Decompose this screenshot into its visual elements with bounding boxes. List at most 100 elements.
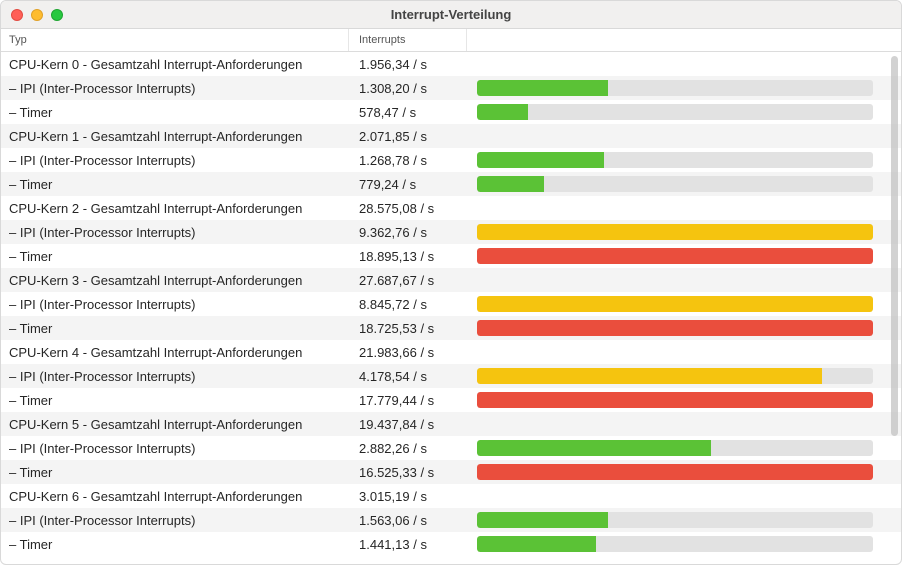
bar-fill: [477, 152, 604, 168]
cell-bar: [467, 320, 901, 336]
table-row[interactable]: CPU-Kern 2 - Gesamtzahl Interrupt-Anford…: [1, 196, 901, 220]
cell-bar: [467, 536, 901, 552]
table-body[interactable]: CPU-Kern 0 - Gesamtzahl Interrupt-Anford…: [1, 52, 901, 564]
table-row[interactable]: – Timer18.895,13 / s: [1, 244, 901, 268]
cell-typ: – Timer: [1, 105, 349, 120]
cell-typ: CPU-Kern 5 - Gesamtzahl Interrupt-Anford…: [1, 417, 349, 432]
table-row[interactable]: – IPI (Inter-Processor Interrupts)8.845,…: [1, 292, 901, 316]
bar-track: [477, 176, 873, 192]
bar-track: [477, 464, 873, 480]
column-header-typ[interactable]: Typ: [1, 29, 349, 51]
cell-typ: CPU-Kern 3 - Gesamtzahl Interrupt-Anford…: [1, 273, 349, 288]
close-icon[interactable]: [11, 9, 23, 21]
cell-interrupts: 2.071,85 / s: [349, 129, 467, 144]
cell-typ: CPU-Kern 4 - Gesamtzahl Interrupt-Anford…: [1, 345, 349, 360]
cell-interrupts: 1.956,34 / s: [349, 57, 467, 72]
table-row[interactable]: CPU-Kern 4 - Gesamtzahl Interrupt-Anford…: [1, 340, 901, 364]
cell-typ: – Timer: [1, 465, 349, 480]
scrollbar-thumb[interactable]: [891, 56, 898, 436]
bar-track: [477, 368, 873, 384]
cell-interrupts: 4.178,54 / s: [349, 369, 467, 384]
cell-interrupts: 18.895,13 / s: [349, 249, 467, 264]
cell-interrupts: 28.575,08 / s: [349, 201, 467, 216]
cell-typ: – Timer: [1, 321, 349, 336]
cell-interrupts: 578,47 / s: [349, 105, 467, 120]
cell-bar: [467, 176, 901, 192]
cell-interrupts: 21.983,66 / s: [349, 345, 467, 360]
table-row[interactable]: – Timer18.725,53 / s: [1, 316, 901, 340]
cell-bar: [467, 392, 901, 408]
table-row[interactable]: CPU-Kern 6 - Gesamtzahl Interrupt-Anford…: [1, 484, 901, 508]
table-row[interactable]: CPU-Kern 5 - Gesamtzahl Interrupt-Anford…: [1, 412, 901, 436]
cell-bar: [467, 248, 901, 264]
cell-interrupts: 17.779,44 / s: [349, 393, 467, 408]
cell-interrupts: 19.437,84 / s: [349, 417, 467, 432]
table-row[interactable]: – Timer578,47 / s: [1, 100, 901, 124]
bar-fill: [477, 320, 873, 336]
bar-track: [477, 392, 873, 408]
bar-track: [477, 248, 873, 264]
column-header-typ-label: Typ: [9, 34, 27, 46]
cell-typ: – Timer: [1, 177, 349, 192]
cell-typ: – IPI (Inter-Processor Interrupts): [1, 81, 349, 96]
cell-interrupts: 1.268,78 / s: [349, 153, 467, 168]
cell-typ: – IPI (Inter-Processor Interrupts): [1, 441, 349, 456]
cell-interrupts: 16.525,33 / s: [349, 465, 467, 480]
column-header-bar[interactable]: [467, 29, 901, 51]
window-controls: [1, 9, 63, 21]
bar-track: [477, 440, 873, 456]
bar-track: [477, 320, 873, 336]
cell-interrupts: 8.845,72 / s: [349, 297, 467, 312]
cell-interrupts: 1.308,20 / s: [349, 81, 467, 96]
cell-bar: [467, 224, 901, 240]
cell-typ: CPU-Kern 2 - Gesamtzahl Interrupt-Anford…: [1, 201, 349, 216]
cell-bar: [467, 152, 901, 168]
column-header-interrupts-label: Interrupts: [359, 34, 405, 46]
bar-track: [477, 104, 873, 120]
cell-bar: [467, 368, 901, 384]
bar-fill: [477, 224, 873, 240]
cell-typ: – IPI (Inter-Processor Interrupts): [1, 369, 349, 384]
table-row[interactable]: – IPI (Inter-Processor Interrupts)9.362,…: [1, 220, 901, 244]
cell-typ: – Timer: [1, 393, 349, 408]
bar-fill: [477, 512, 608, 528]
table-row[interactable]: – IPI (Inter-Processor Interrupts)1.308,…: [1, 76, 901, 100]
column-header-interrupts[interactable]: Interrupts: [349, 29, 467, 51]
table-row[interactable]: – Timer779,24 / s: [1, 172, 901, 196]
minimize-icon[interactable]: [31, 9, 43, 21]
bar-fill: [477, 536, 596, 552]
bar-track: [477, 512, 873, 528]
cell-bar: [467, 440, 901, 456]
cell-bar: [467, 296, 901, 312]
table-row[interactable]: – IPI (Inter-Processor Interrupts)4.178,…: [1, 364, 901, 388]
table-row[interactable]: CPU-Kern 1 - Gesamtzahl Interrupt-Anford…: [1, 124, 901, 148]
cell-interrupts: 9.362,76 / s: [349, 225, 467, 240]
bar-track: [477, 152, 873, 168]
table-row[interactable]: – Timer17.779,44 / s: [1, 388, 901, 412]
table-header: Typ Interrupts: [1, 29, 901, 52]
table-row[interactable]: – IPI (Inter-Processor Interrupts)2.882,…: [1, 436, 901, 460]
zoom-icon[interactable]: [51, 9, 63, 21]
table-row[interactable]: – Timer1.441,13 / s: [1, 532, 901, 556]
cell-typ: CPU-Kern 6 - Gesamtzahl Interrupt-Anford…: [1, 489, 349, 504]
bar-track: [477, 224, 873, 240]
table-row[interactable]: CPU-Kern 3 - Gesamtzahl Interrupt-Anford…: [1, 268, 901, 292]
cell-interrupts: 1.441,13 / s: [349, 537, 467, 552]
bar-fill: [477, 176, 544, 192]
table-row[interactable]: CPU-Kern 0 - Gesamtzahl Interrupt-Anford…: [1, 52, 901, 76]
cell-bar: [467, 464, 901, 480]
table-row[interactable]: – Timer16.525,33 / s: [1, 460, 901, 484]
cell-interrupts: 3.015,19 / s: [349, 489, 467, 504]
cell-typ: CPU-Kern 1 - Gesamtzahl Interrupt-Anford…: [1, 129, 349, 144]
titlebar[interactable]: Interrupt-Verteilung: [1, 1, 901, 29]
bar-fill: [477, 440, 711, 456]
cell-interrupts: 2.882,26 / s: [349, 441, 467, 456]
cell-interrupts: 18.725,53 / s: [349, 321, 467, 336]
table-row[interactable]: – IPI (Inter-Processor Interrupts)1.563,…: [1, 508, 901, 532]
table-row[interactable]: – IPI (Inter-Processor Interrupts)1.268,…: [1, 148, 901, 172]
cell-bar: [467, 80, 901, 96]
bar-fill: [477, 104, 528, 120]
cell-interrupts: 779,24 / s: [349, 177, 467, 192]
cell-typ: – IPI (Inter-Processor Interrupts): [1, 297, 349, 312]
bar-track: [477, 536, 873, 552]
